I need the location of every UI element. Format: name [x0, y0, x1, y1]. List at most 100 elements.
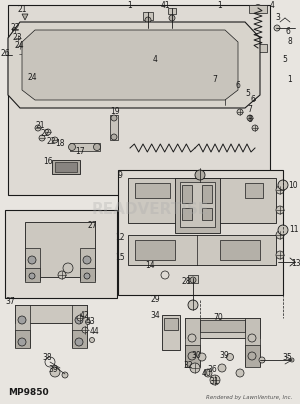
- Text: 22: 22: [10, 23, 20, 32]
- Bar: [202, 185, 212, 203]
- Bar: [128, 178, 276, 223]
- Circle shape: [75, 316, 83, 324]
- Circle shape: [53, 43, 77, 67]
- Bar: [15, 305, 30, 347]
- Circle shape: [20, 51, 25, 57]
- Text: 22: 22: [40, 128, 50, 137]
- Bar: [72, 305, 87, 347]
- Bar: [180, 182, 215, 227]
- Circle shape: [276, 186, 284, 194]
- Circle shape: [195, 170, 205, 180]
- Bar: [25, 222, 95, 277]
- Circle shape: [52, 137, 58, 143]
- Text: 1: 1: [288, 76, 292, 84]
- Text: 36: 36: [207, 366, 217, 375]
- Text: 1: 1: [218, 2, 222, 11]
- Polygon shape: [22, 14, 28, 20]
- Bar: [175, 178, 220, 233]
- Circle shape: [85, 320, 91, 324]
- Text: 18: 18: [55, 139, 65, 147]
- Text: 39: 39: [48, 366, 58, 375]
- Circle shape: [276, 206, 284, 214]
- Circle shape: [198, 353, 206, 361]
- Circle shape: [168, 51, 182, 65]
- Text: 7: 7: [213, 76, 218, 84]
- Text: 9: 9: [118, 170, 122, 179]
- Circle shape: [18, 338, 26, 346]
- Text: 8: 8: [288, 38, 292, 46]
- Circle shape: [222, 85, 228, 91]
- Text: 11: 11: [289, 225, 299, 234]
- Text: 44: 44: [89, 328, 99, 337]
- Bar: [245, 318, 260, 366]
- Circle shape: [278, 225, 288, 235]
- Bar: [135, 183, 170, 198]
- Text: 5: 5: [283, 55, 287, 65]
- Bar: [182, 185, 192, 203]
- Text: 24: 24: [27, 74, 37, 82]
- Circle shape: [83, 256, 91, 264]
- Bar: [164, 318, 178, 330]
- Circle shape: [22, 23, 28, 29]
- Text: 31: 31: [209, 377, 219, 387]
- Text: 23: 23: [12, 32, 22, 42]
- Circle shape: [45, 129, 51, 135]
- Text: 21: 21: [17, 6, 27, 15]
- Text: 29: 29: [150, 295, 160, 305]
- Circle shape: [276, 231, 284, 239]
- Circle shape: [218, 364, 226, 372]
- Bar: [110, 115, 118, 140]
- Text: 39: 39: [219, 351, 229, 360]
- Bar: [245, 345, 260, 367]
- Text: 6: 6: [286, 27, 290, 36]
- Text: 40: 40: [201, 368, 211, 377]
- Text: 19: 19: [110, 107, 120, 116]
- Circle shape: [204, 369, 212, 377]
- Circle shape: [252, 125, 258, 131]
- Circle shape: [13, 27, 17, 32]
- Circle shape: [190, 363, 200, 373]
- Circle shape: [145, 17, 151, 23]
- Text: 17: 17: [75, 147, 85, 156]
- Bar: [25, 248, 40, 280]
- Bar: [128, 235, 276, 265]
- Bar: [15, 330, 30, 348]
- Text: 5: 5: [246, 88, 250, 97]
- Circle shape: [111, 115, 117, 121]
- Text: 4: 4: [270, 2, 274, 11]
- Text: READVERTISE: READVERTISE: [92, 202, 208, 217]
- Circle shape: [145, 38, 165, 58]
- Text: 42: 42: [79, 311, 89, 320]
- Circle shape: [274, 25, 280, 31]
- Bar: [115, 55, 185, 73]
- Text: 38: 38: [42, 354, 52, 362]
- Circle shape: [254, 44, 262, 51]
- Text: Rendered by LawnVenture, Inc.: Rendered by LawnVenture, Inc.: [206, 395, 292, 400]
- Text: 26: 26: [0, 48, 10, 57]
- Bar: [135, 240, 175, 260]
- Circle shape: [170, 59, 180, 69]
- Circle shape: [16, 36, 20, 40]
- Bar: [220, 240, 260, 260]
- Bar: [70, 143, 100, 151]
- Bar: [55, 162, 77, 172]
- Circle shape: [290, 358, 294, 362]
- Text: 37: 37: [5, 297, 15, 307]
- Circle shape: [82, 327, 88, 333]
- Circle shape: [188, 300, 198, 310]
- Circle shape: [28, 256, 36, 264]
- Bar: [110, 35, 170, 60]
- Bar: [72, 330, 87, 348]
- Text: 3: 3: [276, 13, 280, 23]
- Circle shape: [17, 44, 22, 48]
- Circle shape: [210, 375, 220, 385]
- Text: 24: 24: [14, 40, 24, 50]
- Text: 32: 32: [183, 362, 193, 370]
- Bar: [185, 318, 260, 338]
- Circle shape: [50, 367, 60, 377]
- Bar: [168, 8, 176, 14]
- Circle shape: [192, 44, 208, 60]
- Text: 12: 12: [115, 234, 125, 242]
- Text: MP9850: MP9850: [8, 388, 49, 397]
- Text: 6: 6: [250, 95, 255, 105]
